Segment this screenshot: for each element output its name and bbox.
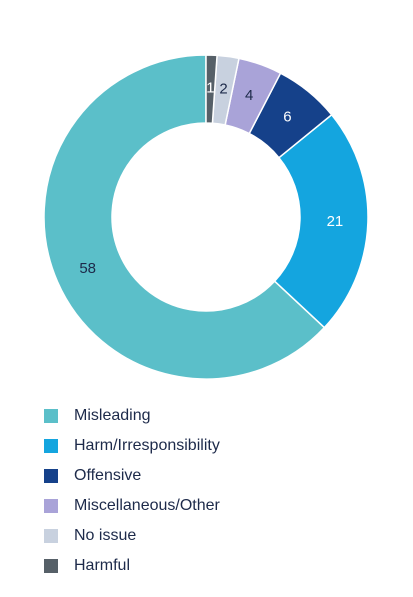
slice-no-issue <box>211 54 240 126</box>
value-label-miscellaneous-other: 4 <box>245 87 253 104</box>
legend-swatch <box>44 499 58 513</box>
value-label-no-issue: 2 <box>219 81 227 98</box>
legend-label: Miscellaneous/Other <box>74 497 220 514</box>
slice-harm-irresponsibility <box>273 113 369 329</box>
legend-label: Offensive <box>74 467 142 484</box>
value-label-misleading: 58 <box>79 260 96 277</box>
slice-value-labels: 58 21 6 4 21 <box>79 80 343 277</box>
legend-item-offensive: Offensive <box>44 461 220 491</box>
legend-label: Harm/Irresponsibility <box>74 437 220 454</box>
value-label-offensive: 6 <box>283 108 291 125</box>
legend-item-no-issue: No issue <box>44 521 220 551</box>
legend-item-misleading: Misleading <box>44 401 220 431</box>
donut-slices <box>43 54 369 380</box>
slice-harmful <box>205 54 218 125</box>
legend-swatch <box>44 529 58 543</box>
donut-chart: 58 21 6 4 21 <box>43 54 369 380</box>
legend-swatch <box>44 469 58 483</box>
chart-legend: Misleading Harm/Irresponsibility Offensive… <box>44 401 220 581</box>
slice-miscellaneous-other <box>224 57 282 135</box>
legend-item-miscellaneous-other: Miscellaneous/Other <box>44 491 220 521</box>
value-label-harm-irresponsibility: 21 <box>327 213 344 230</box>
legend-label: No issue <box>74 527 137 544</box>
legend-swatch <box>44 409 58 423</box>
slice-misleading <box>43 54 326 380</box>
legend-label: Misleading <box>74 407 151 424</box>
legend-swatch <box>44 559 58 573</box>
value-label-harmful: 1 <box>206 80 214 97</box>
legend-swatch <box>44 439 58 453</box>
legend-label: Harmful <box>74 557 131 574</box>
legend-item-harm-irresponsibility: Harm/Irresponsibility <box>44 431 220 461</box>
legend-item-harmful: Harmful <box>44 551 220 581</box>
